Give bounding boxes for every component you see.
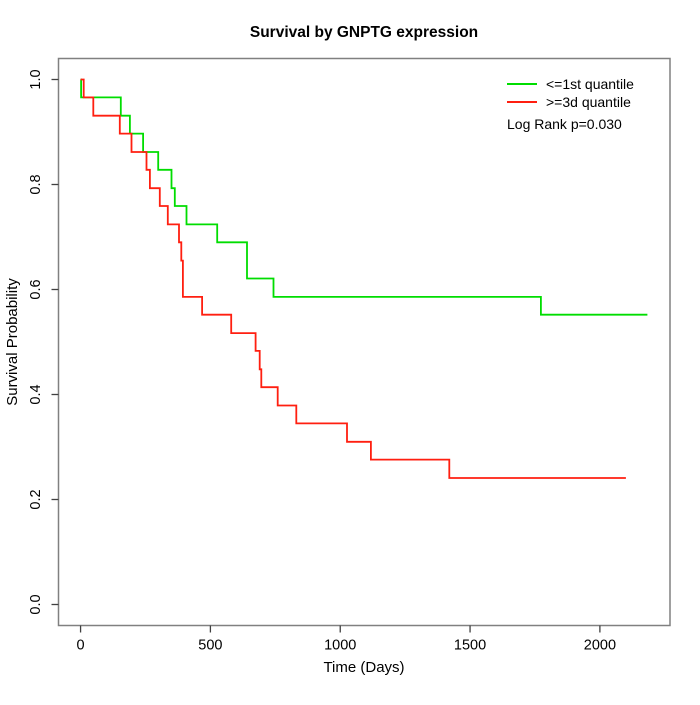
survival-curve bbox=[80, 78, 648, 316]
survival-curves bbox=[80, 78, 648, 479]
x-tick-label: 500 bbox=[198, 638, 222, 654]
log-rank-annotation: Log Rank p=0.030 bbox=[507, 116, 622, 132]
x-tick-label: 1000 bbox=[324, 638, 356, 654]
y-tick-label: 1.0 bbox=[28, 69, 44, 89]
y-axis-ticks: 0.0 0.2 0.4 0.6 0.8 1.0 bbox=[28, 69, 59, 615]
y-axis-label: Survival Probability bbox=[4, 278, 21, 406]
legend: <=1st quantile >=3d quantile Log Rank p=… bbox=[507, 76, 634, 132]
x-axis-label: Time (Days) bbox=[323, 659, 404, 676]
y-tick-label: 0.4 bbox=[28, 384, 44, 404]
y-tick-label: 0.8 bbox=[28, 174, 44, 194]
x-tick-label: 0 bbox=[77, 638, 85, 654]
legend-label-third-quantile: >=3d quantile bbox=[546, 94, 631, 110]
x-tick-label: 1500 bbox=[454, 638, 486, 654]
y-tick-label: 0.0 bbox=[28, 594, 44, 614]
y-tick-label: 0.6 bbox=[28, 279, 44, 299]
x-tick-label: 2000 bbox=[584, 638, 616, 654]
survival-curve bbox=[80, 78, 626, 479]
chart-title: Survival by GNPTG expression bbox=[250, 24, 478, 41]
x-axis-ticks: 0 500 1000 1500 2000 bbox=[77, 625, 616, 654]
legend-label-first-quantile: <=1st quantile bbox=[546, 76, 634, 92]
y-tick-label: 0.2 bbox=[28, 489, 44, 509]
plot-box bbox=[57, 57, 671, 627]
